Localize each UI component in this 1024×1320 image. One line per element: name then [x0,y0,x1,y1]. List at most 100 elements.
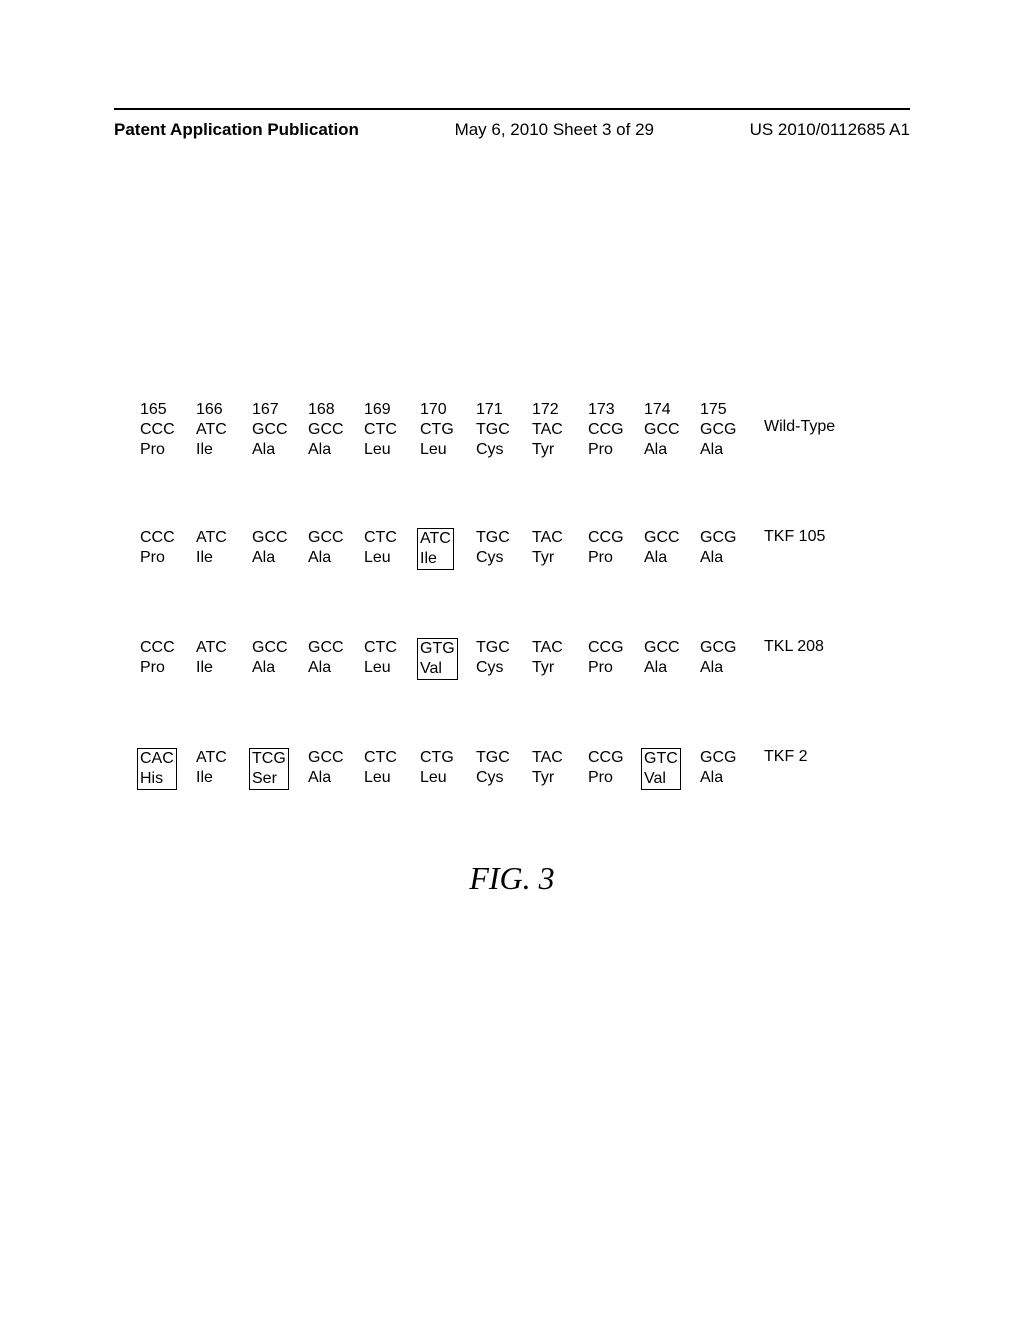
sequence-col: CCCPro [140,528,196,570]
codon: TGC [476,420,532,440]
codon: ATC [196,420,252,440]
sequence-col: ATCIle [196,748,252,790]
codon: TAC [532,748,588,768]
sequence-col: 169CTCLeu [364,400,420,460]
amino-acid: Leu [364,548,420,568]
page-header: Patent Application Publication May 6, 20… [114,120,910,140]
sequence-col: GCGAla [700,748,756,790]
position-number: 166 [196,400,252,420]
mutation-box: TCGSer [249,748,289,790]
amino-acid: Ala [644,548,700,568]
sequence-col: TCGSer [252,748,308,790]
amino-acid: Cys [476,768,532,788]
codon: CCC [140,420,196,440]
codon: GCC [644,528,700,548]
sequence-col: GCGAla [700,528,756,570]
position-number: 169 [364,400,420,420]
sequence-col: TGCCys [476,528,532,570]
position-number: 175 [700,400,756,420]
codon: GCC [644,638,700,658]
amino-acid: Leu [420,440,476,460]
amino-acid: Pro [140,658,196,678]
codon: GCG [700,420,756,440]
codon: GCC [644,420,700,440]
sequence-col: ATCIle [196,528,252,570]
amino-acid: Pro [140,548,196,568]
position-number: 165 [140,400,196,420]
sequence-row: CACHisATCIleTCGSerGCCAlaCTCLeuCTGLeuTGCC… [140,748,890,790]
sequence-col: CTCLeu [364,528,420,570]
codon: TGC [476,528,532,548]
amino-acid: Tyr [532,768,588,788]
codon: GTG [420,639,455,659]
amino-acid: Ala [700,548,756,568]
codon: TAC [532,528,588,548]
codon: CCC [140,528,196,548]
sequence-col: TACTyr [532,748,588,790]
sequence-row: CCCProATCIleGCCAlaGCCAlaCTCLeuGTGValTGCC… [140,638,890,680]
sequence-col: CACHis [140,748,196,790]
codon: ATC [420,529,451,549]
amino-acid: His [140,769,174,789]
amino-acid: Ala [308,658,364,678]
sequence-col: CCCPro [140,638,196,680]
header-right: US 2010/0112685 A1 [750,120,910,140]
amino-acid: Leu [364,658,420,678]
codon: GCC [252,638,308,658]
codon: GCC [308,528,364,548]
sequence-col: GCCAla [252,528,308,570]
codon: GCC [252,420,308,440]
codon: TAC [532,638,588,658]
sequence-col: 165CCCPro [140,400,196,460]
codon: CTC [364,748,420,768]
position-number: 170 [420,400,476,420]
amino-acid: Ala [700,658,756,678]
codon: GCG [700,528,756,548]
mutation-box: CACHis [137,748,177,790]
amino-acid: Ala [644,658,700,678]
header-left: Patent Application Publication [114,120,359,140]
amino-acid: Ala [700,768,756,788]
amino-acid: Pro [140,440,196,460]
sequence-col: ATCIle [420,528,476,570]
mutation-box: GTCVal [641,748,681,790]
sequence-row: CCCProATCIleGCCAlaGCCAlaCTCLeuATCIleTGCC… [140,528,890,570]
codon: ATC [196,638,252,658]
codon: GCG [700,748,756,768]
amino-acid: Pro [588,440,644,460]
amino-acid: Ala [308,548,364,568]
sequence-col: CCGPro [588,638,644,680]
sequence-col: ATCIle [196,638,252,680]
codon: TGC [476,748,532,768]
amino-acid: Val [420,659,455,679]
sequence-col: GCCAla [644,638,700,680]
amino-acid: Ile [196,440,252,460]
sequence-col: GCCAla [308,638,364,680]
sequence-col: GCCAla [252,638,308,680]
amino-acid: Pro [588,768,644,788]
sequence-col: TACTyr [532,638,588,680]
sequence-col: 170CTGLeu [420,400,476,460]
amino-acid: Val [644,769,678,789]
amino-acid: Tyr [532,548,588,568]
sequence-col: 167GCCAla [252,400,308,460]
mutation-box: ATCIle [417,528,454,570]
sequence-col: 166ATCIle [196,400,252,460]
position-number: 171 [476,400,532,420]
sequence-col: 168GCCAla [308,400,364,460]
codon: GCC [308,638,364,658]
sequence-col: CCGPro [588,748,644,790]
codon: CTC [364,528,420,548]
amino-acid: Ala [700,440,756,460]
amino-acid: Ile [196,548,252,568]
amino-acid: Cys [476,658,532,678]
sequence-col: TGCCys [476,748,532,790]
sequence-col: 171TGCCys [476,400,532,460]
codon: CTC [364,420,420,440]
amino-acid: Ile [196,658,252,678]
codon: CCC [140,638,196,658]
codon: GCC [308,420,364,440]
sequence-col: CTCLeu [364,638,420,680]
amino-acid: Cys [476,548,532,568]
amino-acid: Ala [252,658,308,678]
